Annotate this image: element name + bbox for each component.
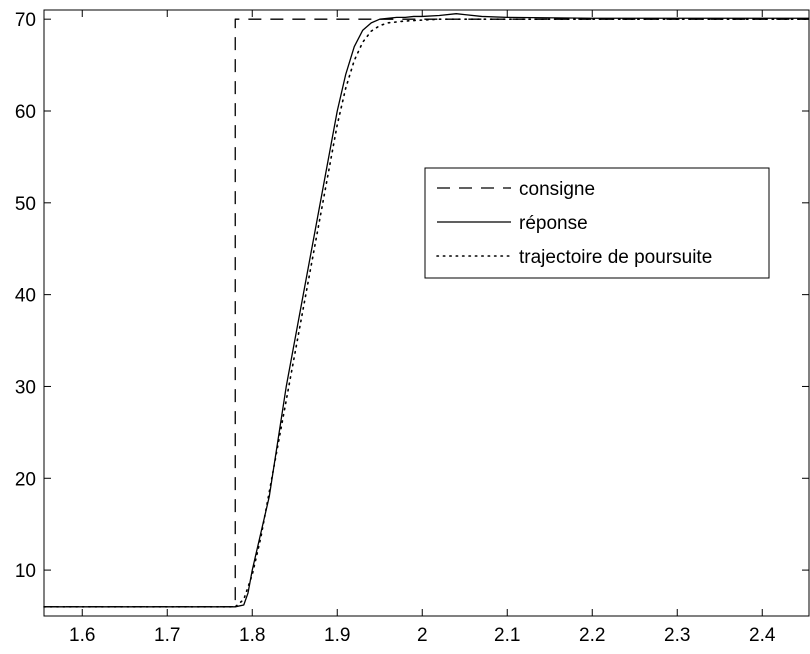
y-tick-label: 60 — [15, 102, 36, 123]
ticks-layer: 1.6 1.7 1.8 1.9 2 2.1 2.2 2.3 2.4 10 20 30 40 50 60 70 — [15, 10, 809, 646]
y-tick-label: 20 — [15, 469, 36, 490]
axes-box — [43, 9, 810, 617]
series-line-0 — [44, 18, 809, 608]
y-tick-label: 50 — [15, 194, 36, 215]
x-tick-label: 1.8 — [239, 625, 265, 646]
legend-box — [424, 167, 770, 279]
x-tick-label: 2.3 — [664, 625, 690, 646]
series-layer — [43, 13, 810, 608]
x-tick-label: 2.1 — [494, 625, 520, 646]
x-tick-label: 2.2 — [579, 625, 605, 646]
y-tick-label: 40 — [15, 286, 36, 307]
x-tick-label: 1.6 — [69, 625, 95, 646]
y-tick-label: 70 — [15, 10, 36, 31]
x-tick-label: 2 — [417, 625, 428, 646]
legend-label-2: trajectoire de poursuite — [519, 247, 712, 268]
legend-label-1: réponse — [519, 213, 588, 234]
legend: consigne réponse trajectoire de poursuite — [424, 167, 770, 279]
legend-label-0: consigne — [519, 179, 595, 200]
x-tick-label: 2.4 — [749, 625, 776, 646]
y-tick-label: 30 — [15, 377, 36, 398]
x-tick-label: 1.9 — [324, 625, 350, 646]
x-tick-label: 1.7 — [154, 625, 180, 646]
series-line-2 — [43, 18, 810, 608]
y-tick-label: 10 — [15, 561, 36, 582]
series-line-1 — [44, 13, 809, 608]
